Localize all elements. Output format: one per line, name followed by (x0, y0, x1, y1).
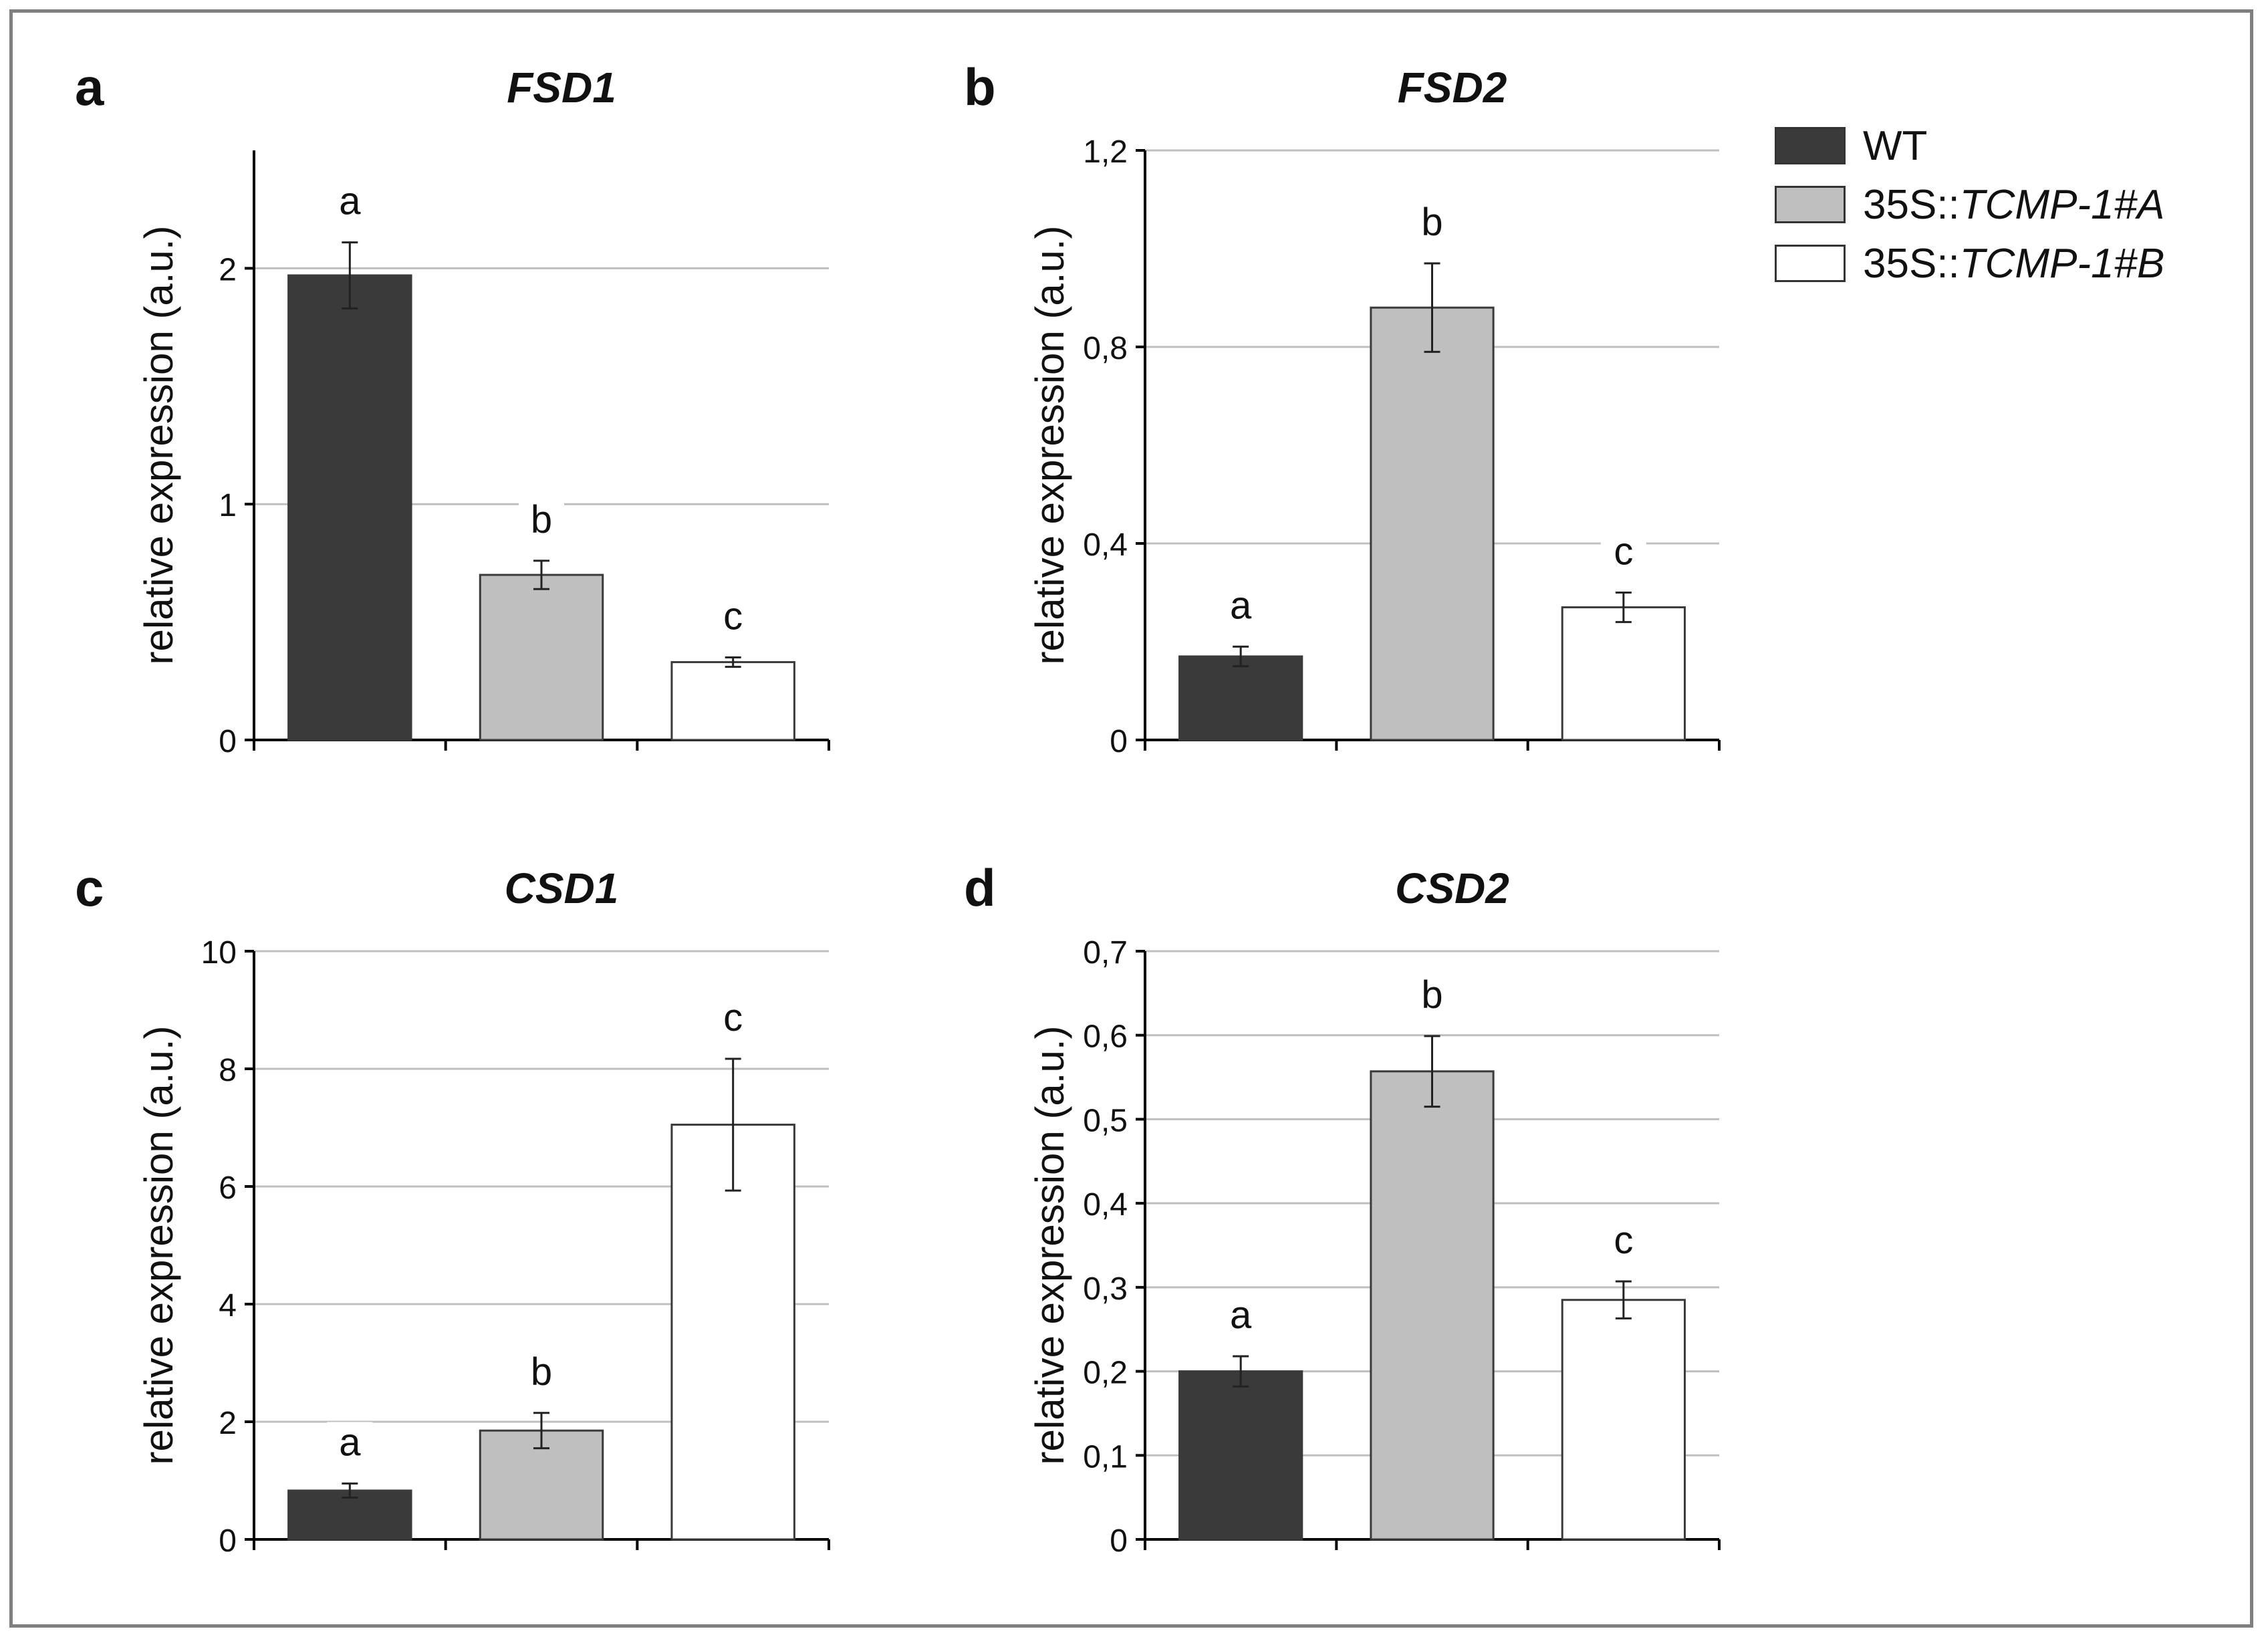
chart-panel-b: 0 0,4 0,8 1,2 a b c FSD2 b relative expression (a… (964, 57, 1721, 759)
significance-letter: b (531, 498, 552, 541)
bar (670, 1124, 795, 1541)
y-tick-label: 0,4 (1083, 527, 1128, 563)
significance-letter: a (339, 1420, 361, 1464)
y-tick-label: 8 (219, 1053, 237, 1088)
letter-knockout (1218, 585, 1264, 628)
significance-letter: a (339, 180, 361, 223)
significance-letter: b (1421, 973, 1442, 1017)
significance-letter: c (1614, 1219, 1633, 1262)
chart-title: FSD1 (507, 64, 616, 112)
letter-knockout (1409, 202, 1455, 245)
y-tick-label: 2 (219, 252, 237, 287)
y-axis-label: relative expression (a.u.) (1027, 226, 1072, 665)
letter-knockout (327, 1422, 373, 1465)
y-tick-label: 0,7 (1083, 935, 1128, 971)
letter-knockout (519, 499, 564, 542)
figure-frame (9, 9, 2253, 1628)
panel-letter: b (964, 57, 996, 116)
y-tick-label: 2 (219, 1406, 237, 1441)
y-tick-label: 0,2 (1083, 1356, 1128, 1391)
y-tick-label: 0 (1110, 1523, 1128, 1559)
y-tick-label: 0,8 (1083, 331, 1128, 366)
chart-panel-a: 0 1 2 a b c FSD1 a relative expression (a.u.) (75, 57, 830, 759)
legend-item-line-b: 35S::TCMP-1#B (1775, 237, 2164, 290)
bar (1370, 1070, 1495, 1541)
legend: WT 35S::TCMP-1#A 35S::TCMP-1#B (1775, 119, 2243, 293)
chart-panel-c: 0 2 4 6 8 10 a b c CSD1 c relative expression (a.u.… (75, 858, 830, 1559)
letter-knockout (710, 596, 756, 639)
y-tick-label: 0,6 (1083, 1019, 1128, 1055)
y-tick-label: 6 (219, 1170, 237, 1206)
legend-label-line-b: 35S::TCMP-1#B (1863, 240, 2165, 287)
y-tick-label: 0,3 (1083, 1271, 1128, 1307)
panel-letter: d (964, 858, 996, 917)
significance-letter: a (1230, 584, 1252, 627)
chart-title: CSD2 (1395, 864, 1509, 912)
legend-item-line-a: 35S::TCMP-1#A (1775, 178, 2164, 231)
y-tick-label: 0,1 (1083, 1439, 1128, 1475)
legend-item-wt: WT (1775, 119, 1927, 172)
chart-title: CSD1 (505, 864, 619, 912)
letter-knockout (519, 1351, 564, 1394)
bar (1178, 1370, 1303, 1541)
significance-letter: a (1230, 1293, 1252, 1337)
bar (1370, 306, 1495, 741)
y-tick-label: 0 (219, 1523, 237, 1559)
significance-letter: b (1421, 201, 1442, 244)
legend-swatch-line-b (1775, 245, 1846, 282)
y-tick-label: 0 (1110, 724, 1128, 759)
bar (670, 661, 795, 741)
legend-swatch-line-a (1775, 186, 1846, 223)
y-tick-label: 4 (219, 1288, 237, 1323)
panel-letter: a (75, 57, 104, 116)
significance-letter: c (1614, 530, 1633, 574)
significance-letter: b (531, 1350, 552, 1394)
y-tick-label: 0,4 (1083, 1187, 1128, 1223)
y-axis-label: relative expression (a.u.) (1027, 1026, 1072, 1465)
legend-label-line-a: 35S::TCMP-1#A (1863, 181, 2165, 228)
panel-letter: c (75, 858, 104, 917)
legend-swatch-wt (1775, 127, 1846, 164)
bar (479, 574, 604, 741)
letter-knockout (1409, 974, 1455, 1017)
letter-knockout (1600, 1220, 1646, 1263)
bar (1561, 606, 1686, 741)
bar (1561, 1299, 1686, 1541)
chart-title: FSD2 (1398, 64, 1507, 112)
legend-label-wt: WT (1863, 122, 1928, 169)
y-tick-label: 1,2 (1083, 134, 1128, 170)
significance-letter: c (723, 996, 743, 1039)
bar (1178, 655, 1303, 741)
y-tick-label: 1 (219, 488, 237, 523)
letter-knockout (1600, 531, 1646, 574)
letter-knockout (1218, 1294, 1264, 1338)
letter-knockout (327, 180, 373, 224)
letter-knockout (710, 997, 756, 1041)
y-axis-label: relative expression (a.u.) (136, 226, 181, 665)
y-tick-label: 0,5 (1083, 1103, 1128, 1138)
y-axis-label: relative expression (a.u.) (136, 1026, 181, 1465)
significance-letter: c (723, 595, 743, 638)
bar (287, 274, 412, 741)
y-tick-label: 0 (219, 724, 237, 759)
chart-panel-d: 0 0,1 0,2 0,3 0,4 0,5 0,6 0,7 a b c CSD2 d relative e… (964, 858, 1721, 1559)
y-tick-label: 10 (201, 935, 237, 971)
